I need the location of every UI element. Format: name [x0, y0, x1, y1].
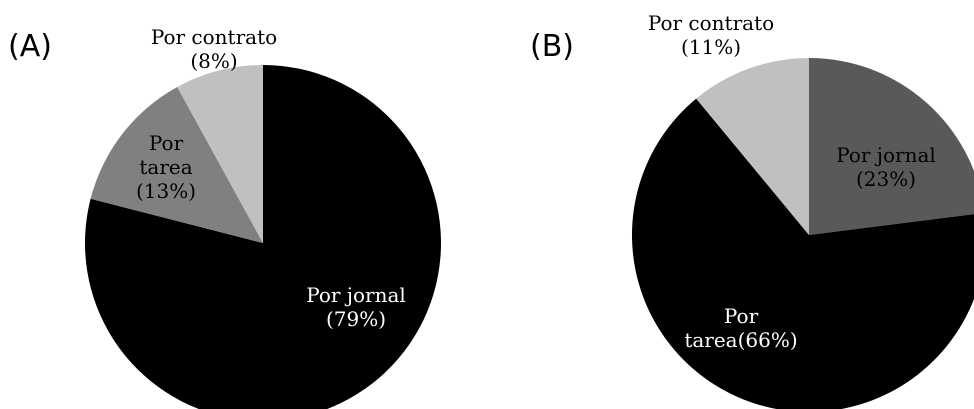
pie-slice — [90, 87, 263, 244]
slice-label: Por tarea(66%) — [684, 304, 797, 352]
pie-slice — [696, 58, 809, 235]
panel-label-b: (B) — [530, 29, 574, 64]
pie-b: Por jornal (23%) Por tarea(66%) Por contrato… — [632, 11, 974, 409]
slice-label: Por tarea (13%) — [136, 131, 196, 203]
pie-slice — [809, 58, 974, 235]
slice-label: Por contrato (11%) — [648, 11, 774, 59]
pie-a: Por jornal (79%) Por tarea (13%) Por contrato… — [84, 25, 441, 409]
panel-label-a: (A) — [8, 29, 52, 64]
slice-label: Por jornal (79%) — [306, 283, 406, 331]
pie-slice — [177, 65, 263, 243]
pie-slice — [84, 65, 441, 409]
pie-slice — [632, 98, 974, 409]
slice-label: Por jornal (23%) — [836, 143, 936, 191]
slice-label: Por contrato (8%) — [151, 25, 277, 73]
